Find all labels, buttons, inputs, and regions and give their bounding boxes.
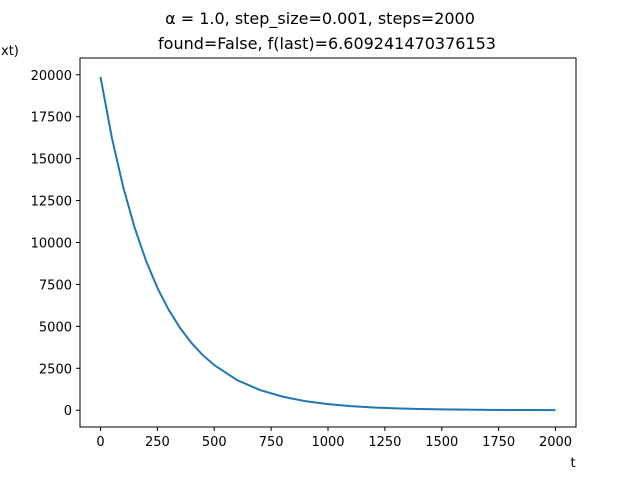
x-tick-label: 750 — [259, 435, 284, 450]
y-tick-label: 15000 — [31, 153, 72, 168]
x-tick-label: 1000 — [311, 435, 344, 450]
y-axis-label: xt) — [1, 44, 19, 59]
x-tick-label: 2000 — [539, 435, 572, 450]
x-tick-label: 500 — [202, 435, 227, 450]
y-tick-label: 20000 — [31, 69, 72, 84]
y-tick-label: 17500 — [31, 111, 72, 126]
y-tick-label: 2500 — [39, 362, 72, 377]
x-tick-label: 0 — [96, 435, 104, 450]
chart-title-line2: found=False, f(last)=6.609241470376153 — [158, 34, 496, 53]
chart-title-line1: α = 1.0, step_size=0.001, steps=2000 — [165, 9, 475, 29]
y-tick-label: 10000 — [31, 237, 72, 252]
x-axis-label: t — [570, 456, 575, 471]
x-tick-label: 1250 — [368, 435, 401, 450]
y-tick-label: 12500 — [31, 195, 72, 210]
x-tick-label: 1750 — [482, 435, 515, 450]
x-tick-label: 250 — [145, 435, 170, 450]
plot-frame — [79, 57, 577, 428]
y-tick-label: 5000 — [39, 320, 72, 335]
x-tick-label: 1500 — [425, 435, 458, 450]
series-line-0 — [99, 76, 556, 412]
y-tick-label: 0 — [64, 404, 72, 419]
y-tick-label: 7500 — [39, 278, 72, 293]
